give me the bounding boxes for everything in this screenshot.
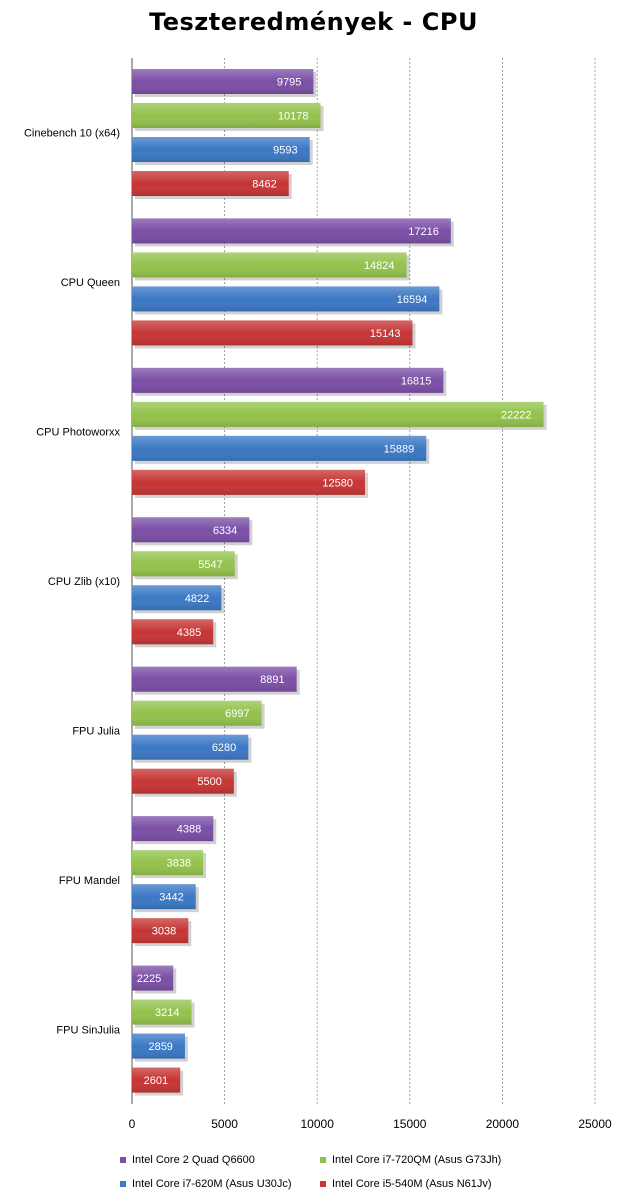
- bar-value-label: 6997: [225, 708, 249, 720]
- bar-value-label: 6334: [213, 525, 237, 537]
- bar-highlight: [132, 171, 289, 196]
- bar-value-label: 16594: [397, 294, 428, 306]
- bar-highlight: [132, 585, 222, 611]
- bar-value-label: 2601: [144, 1075, 168, 1087]
- x-tick-label: 15000: [393, 1117, 427, 1131]
- bar-value-label: 10178: [278, 111, 309, 123]
- bar-value-label: 2225: [137, 973, 161, 985]
- x-axis-ticks: 0 5000 10000 15000 20000 25000: [129, 1117, 612, 1131]
- legend-label: Intel Core 2 Quad Q6600: [132, 1154, 255, 1166]
- bar-value-label: 3442: [159, 892, 183, 904]
- legend: Intel Core 2 Quad Q6600 Intel Core i7-72…: [0, 1150, 627, 1195]
- category-label: CPU Photoworxx: [36, 427, 120, 439]
- category-labels: Cinebench 10 (x64) CPU Queen CPU Photoworx…: [24, 128, 121, 1037]
- bar-highlight: [132, 619, 214, 645]
- x-tick-label: 0: [129, 1117, 136, 1131]
- bar-highlight: [132, 103, 321, 128]
- legend-swatch: [320, 1181, 326, 1187]
- bar-highlight: [132, 918, 189, 944]
- bar-value-label: 17216: [408, 226, 439, 238]
- bar-value-label: 12580: [322, 477, 353, 489]
- bar-highlight: [132, 401, 544, 427]
- bar-highlight: [132, 700, 262, 726]
- x-tick-label: 10000: [301, 1117, 335, 1131]
- bar-highlight: [132, 469, 365, 495]
- bar-highlight: [132, 252, 407, 278]
- bar-highlight: [132, 218, 451, 244]
- legend-item-i7-620m: Intel Core i7-620M (Asus U30Jc): [120, 1178, 292, 1190]
- category-label: CPU Zlib (x10): [48, 576, 120, 588]
- legend-swatch: [320, 1157, 326, 1163]
- bar-value-label: 4388: [177, 824, 201, 836]
- bar-value-label: 8891: [260, 674, 284, 686]
- bar-value-label: 5547: [198, 559, 222, 571]
- legend-item-i7-720qm: Intel Core i7-720QM (Asus G73Jh): [320, 1154, 501, 1166]
- bar-highlight: [132, 1067, 181, 1093]
- bar-chart: 9795 10178 9593 8462 17216 14824 16594 15143 168…: [24, 58, 612, 1131]
- bar-highlight: [132, 435, 427, 461]
- bar-value-label: 8462: [252, 179, 276, 191]
- bar-value-label: 15889: [384, 443, 415, 455]
- legend-swatch: [120, 1181, 126, 1187]
- x-tick-label: 5000: [211, 1117, 238, 1131]
- bar-highlight: [132, 69, 314, 94]
- bar-value-label: 4822: [185, 593, 209, 605]
- category-label: FPU SinJulia: [56, 1024, 120, 1036]
- bar-value-label: 15143: [370, 328, 401, 340]
- bar-highlight: [132, 734, 249, 760]
- bar-highlight: [132, 666, 297, 692]
- bar-value-label: 9795: [277, 77, 301, 89]
- bar-highlight: [132, 884, 196, 910]
- bar-value-label: 3214: [155, 1007, 179, 1019]
- bar-highlight: [132, 517, 250, 543]
- gridlines: [131, 58, 596, 1104]
- bar-value-label: 14824: [364, 260, 395, 272]
- bar-highlight: [132, 965, 174, 991]
- bar-highlight: [132, 768, 234, 794]
- legend-label: Intel Core i7-720QM (Asus G73Jh): [332, 1154, 502, 1166]
- bar-value-label: 4385: [177, 627, 201, 639]
- bar-highlight: [132, 999, 192, 1025]
- bar-value-label: 2859: [148, 1041, 172, 1053]
- bar-value-label: 6280: [212, 742, 236, 754]
- category-label: FPU Julia: [72, 725, 121, 737]
- bar-highlight: [132, 320, 413, 346]
- legend-label: Intel Core i5-540M (Asus N61Jv): [332, 1178, 492, 1190]
- bar-highlight: [132, 367, 444, 393]
- bar-value-label: 16815: [401, 375, 432, 387]
- bar-value-label: 9593: [273, 145, 297, 157]
- bar-highlight: [132, 1033, 185, 1059]
- legend-swatch: [120, 1157, 126, 1163]
- bar-value-label: 5500: [197, 776, 221, 788]
- bar-value-label: 3838: [167, 858, 191, 870]
- category-label: FPU Mandel: [59, 875, 120, 887]
- bar-highlight: [132, 850, 204, 876]
- legend-item-q6600: Intel Core 2 Quad Q6600: [120, 1154, 255, 1166]
- legend-label: Intel Core i7-620M (Asus U30Jc): [132, 1178, 292, 1190]
- bar-value-label: 22222: [501, 409, 532, 421]
- bar-value-label: 3038: [152, 926, 176, 938]
- x-tick-label: 25000: [578, 1117, 612, 1131]
- bar-highlight: [132, 137, 310, 162]
- category-label: Cinebench 10 (x64): [24, 128, 120, 140]
- legend-item-i5-540m: Intel Core i5-540M (Asus N61Jv): [320, 1178, 492, 1190]
- bar-highlight: [132, 816, 214, 842]
- x-tick-label: 20000: [486, 1117, 520, 1131]
- category-label: CPU Queen: [61, 277, 120, 289]
- bar-highlight: [132, 551, 235, 577]
- bars: 9795 10178 9593 8462 17216 14824 16594 15143 168…: [132, 69, 547, 1096]
- chart-title: Teszteredmények - CPU: [149, 8, 478, 36]
- bar-highlight: [132, 286, 440, 312]
